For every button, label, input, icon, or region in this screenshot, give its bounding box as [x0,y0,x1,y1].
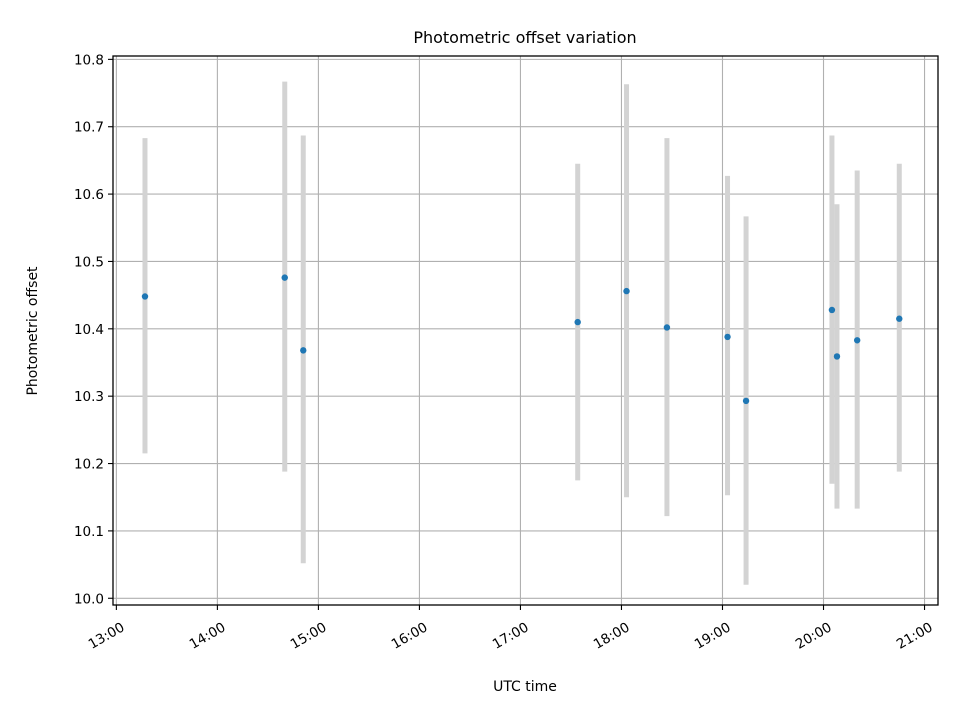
x-axis: 13:00 14:00 15:00 16:00 17:00 18:00 19:00 20:00… [86,605,936,653]
y-tick-label: 10.7 [74,120,104,136]
data-point [663,324,671,331]
data-point [574,318,581,326]
data-point [853,337,861,344]
y-tick-label: 10.2 [74,457,104,473]
data-points [141,274,903,405]
x-tick-label: 19:00 [692,619,734,652]
y-tick-label: 10.4 [74,322,104,338]
data-point [742,397,750,405]
chart-title: Photometric offset variation [413,28,636,47]
x-tick-label: 16:00 [389,619,431,652]
plot-frame [112,55,939,606]
x-tick-label: 21:00 [894,619,936,652]
grid [113,56,938,605]
data-point [623,287,630,295]
x-tick-label: 20:00 [793,619,835,652]
y-tick-label: 10.6 [74,187,104,203]
data-point [833,353,841,360]
x-tick-label: 18:00 [591,619,633,652]
x-tick-label: 14:00 [187,619,229,652]
y-axis: 10.0 10.1 10.2 10.3 10.4 10.5 10.6 10.7 10.8 [74,52,113,607]
y-axis-label: Photometric offset [25,266,41,396]
x-tick-label: 13:00 [86,619,128,652]
x-axis-label: UTC time [493,679,557,695]
y-tick-label: 10.1 [74,524,104,540]
data-point [828,306,836,314]
x-tick-label: 15:00 [288,619,330,652]
data-point [300,347,307,354]
data-point [896,315,903,322]
y-tick-label: 10.8 [74,52,104,68]
data-point [724,333,731,341]
data-point [281,274,288,281]
data-point [141,293,149,300]
x-tick-label: 17:00 [490,619,532,652]
y-tick-label: 10.5 [74,254,104,270]
y-tick-label: 10.0 [74,591,104,607]
y-tick-label: 10.3 [74,389,104,405]
error-bars [142,81,902,585]
